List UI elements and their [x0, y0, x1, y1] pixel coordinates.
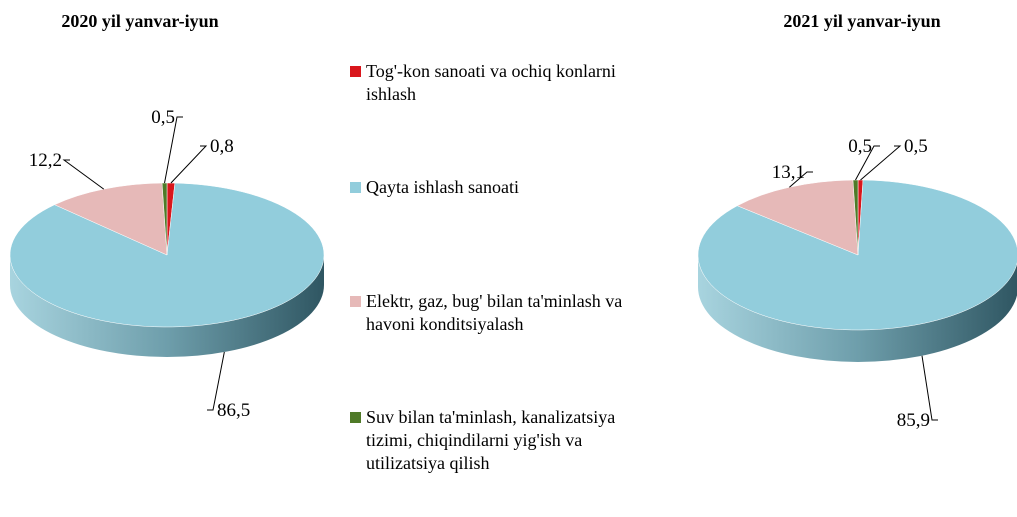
legend-label: Tog'-kon sanoati va ochiq konlarni ishla… [366, 61, 616, 104]
pie-slice [53, 182, 168, 256]
pie-slice [161, 182, 168, 256]
data-label: 0,5 [904, 136, 928, 157]
legend-swatch [350, 182, 361, 193]
pie-slice [852, 179, 859, 256]
legend-item: Elektr, gaz, bug' bilan ta'minlash va ha… [350, 290, 656, 336]
data-label: 85,9 [897, 410, 930, 431]
pie-side [10, 255, 324, 357]
data-label: 0,5 [151, 107, 175, 128]
leader-line [164, 116, 183, 184]
leader-line [921, 355, 938, 421]
pie-side [698, 255, 1017, 362]
legend-item: Suv bilan ta'minlash, kanalizatsiya tizi… [350, 406, 656, 475]
legend-item: Tog'-kon sanoati va ochiq konlarni ishla… [350, 60, 656, 106]
data-label: 0,8 [210, 136, 234, 157]
legend-label: Elektr, gaz, bug' bilan ta'minlash va ha… [366, 291, 623, 334]
chart-title: 2021 yil yanvar-iyun [783, 11, 940, 31]
legend-swatch [350, 296, 361, 307]
data-label: 86,5 [217, 400, 250, 421]
legend-label: Suv bilan ta'minlash, kanalizatsiya tizi… [366, 407, 616, 473]
leader-line [860, 145, 902, 181]
leader-line [62, 159, 105, 190]
leader-line [170, 145, 208, 184]
legend-swatch [350, 66, 361, 77]
leader-line [855, 145, 880, 181]
chart-title: 2020 yil yanvar-iyun [61, 11, 218, 31]
legend-label: Qayta ishlash sanoati [366, 177, 519, 197]
data-label: 12,2 [29, 150, 62, 171]
leader-line [789, 171, 813, 188]
data-label: 0,5 [848, 136, 872, 157]
leader-line [207, 351, 225, 411]
data-label: 13,1 [772, 162, 805, 183]
legend-item: Qayta ishlash sanoati [350, 176, 656, 199]
legend-swatch [350, 412, 361, 423]
